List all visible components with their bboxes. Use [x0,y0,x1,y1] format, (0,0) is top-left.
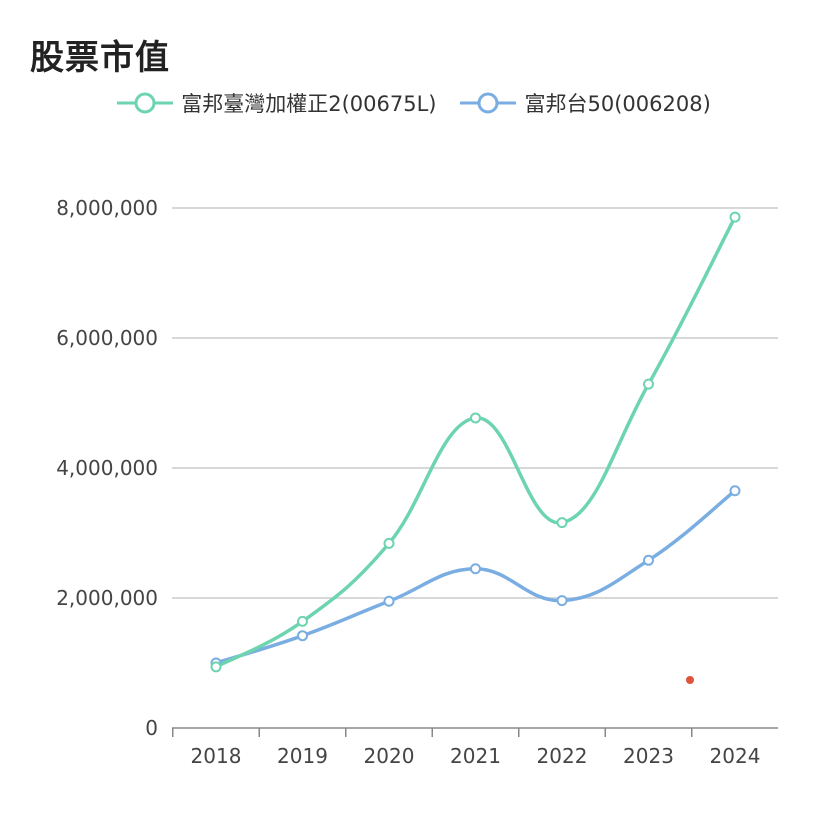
series-2-point [383,595,395,607]
series-1-line [215,216,737,669]
series-1-point [470,412,481,424]
chart-legend: 富邦臺灣加權正2(00675L) 富邦台50(006208) [0,88,828,118]
series-1-point [729,211,741,223]
x-tick-label: 2021 [450,744,501,768]
x-tick-label: 2018 [191,744,242,768]
series-2-point [556,595,568,607]
series-2-point [297,630,308,642]
legend-label-series-1: 富邦臺灣加權正2(00675L) [181,92,437,116]
y-tick-label: 4,000,000 [56,456,158,480]
legend-item-series-1[interactable]: 富邦臺灣加權正2(00675L) [117,88,436,118]
y-tick-label: 6,000,000 [56,326,158,350]
series-1-point [210,661,222,673]
page-title: 股票市值 [30,38,170,78]
series-1-point [297,615,308,627]
legend-marker-series-1-icon [117,92,174,114]
series-2-line [215,489,737,665]
series-2-point [470,563,481,575]
series-1-point [643,378,654,390]
series-1-point [556,517,568,529]
y-tick-label: 2,000,000 [56,586,158,610]
x-tick-label: 2024 [710,744,761,768]
series-2-point [643,554,654,566]
legend-label-series-2: 富邦台50(006208) [524,92,711,116]
x-tick-label: 2019 [277,744,328,768]
legend-marker-series-2-icon [460,92,517,114]
legend-item-series-2[interactable]: 富邦台50(006208) [460,88,711,118]
x-tick-label: 2023 [623,744,674,768]
x-tick-label: 2020 [364,744,415,768]
series-2-point [729,485,741,497]
y-tick-label: 8,000,000 [56,196,158,220]
stray-dot [686,676,694,684]
y-tick-label: 0 [145,716,158,740]
series-1-point [383,537,395,549]
x-tick-label: 2022 [537,744,588,768]
